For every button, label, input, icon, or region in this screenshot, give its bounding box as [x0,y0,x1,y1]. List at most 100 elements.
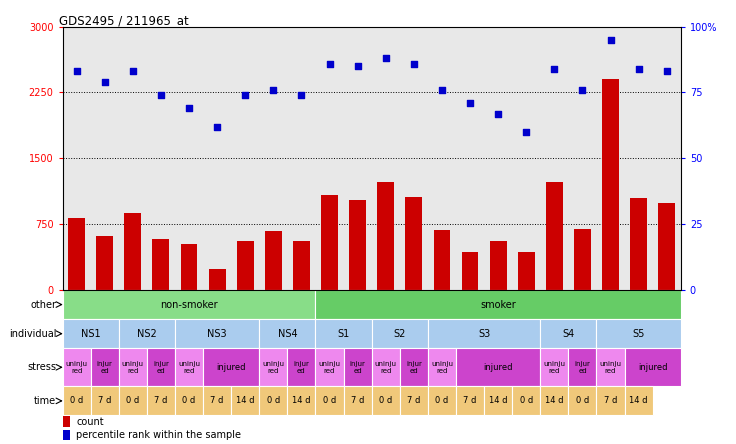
Point [633,65,645,72]
Bar [147,386,175,416]
Text: NS1: NS1 [81,329,101,339]
Bar [152,239,169,290]
Text: 7 d: 7 d [351,396,364,405]
Bar [118,386,147,416]
Text: S4: S4 [562,329,575,339]
Bar [287,386,316,416]
Bar [428,319,540,348]
Bar [68,218,85,290]
Text: uninju
red: uninju red [122,361,144,373]
Text: 7 d: 7 d [464,396,477,405]
Text: injur
ed: injur ed [406,361,422,373]
Bar [316,386,344,416]
Text: 7 d: 7 d [98,396,111,405]
Bar [180,244,197,290]
Text: NS3: NS3 [208,329,227,339]
Text: S2: S2 [394,329,406,339]
Point [267,86,279,93]
Text: 7 d: 7 d [210,396,224,405]
Bar [203,348,259,386]
Bar [63,290,316,319]
Bar [568,348,596,386]
Text: time: time [35,396,57,406]
Text: injured: injured [216,363,246,372]
Bar [259,319,316,348]
Text: NS4: NS4 [277,329,297,339]
Bar [518,252,534,290]
Bar [378,182,394,290]
Bar [63,348,91,386]
Bar [630,198,647,290]
Bar [428,386,456,416]
Point [520,128,532,135]
Bar [118,319,175,348]
Bar [400,348,428,386]
Bar [596,348,625,386]
Bar [546,182,563,290]
Point [183,105,195,112]
Bar [91,386,118,416]
Text: 14 d: 14 d [292,396,311,405]
Point [548,65,560,72]
Text: S5: S5 [632,329,645,339]
Text: 0 d: 0 d [520,396,533,405]
Bar [406,197,422,290]
Bar [349,200,366,290]
Text: NS2: NS2 [137,329,157,339]
Text: injured: injured [638,363,668,372]
Bar [456,348,540,386]
Bar [63,416,70,427]
Bar [344,386,372,416]
Bar [237,241,254,290]
Point [352,63,364,70]
Point [155,91,167,99]
Text: injur
ed: injur ed [153,361,169,373]
Bar [265,231,282,290]
Text: injured: injured [484,363,513,372]
Text: 0 d: 0 d [183,396,196,405]
Text: other: other [30,300,57,309]
Text: uninju
red: uninju red [431,361,453,373]
Bar [625,386,653,416]
Text: uninju
red: uninju red [319,361,341,373]
Text: uninju
red: uninju red [600,361,621,373]
Bar [461,252,478,290]
Bar [344,348,372,386]
Bar [259,386,287,416]
Bar [175,319,259,348]
Point [661,68,673,75]
Point [239,91,251,99]
Bar [209,269,225,290]
Bar [602,79,619,290]
Text: injur
ed: injur ed [350,361,366,373]
Bar [658,203,675,290]
Point [211,123,223,130]
Text: non-smoker: non-smoker [160,300,218,309]
Bar [400,386,428,416]
Bar [625,348,681,386]
Point [464,99,476,107]
Bar [316,348,344,386]
Bar [124,213,141,290]
Bar [456,386,484,416]
Bar [63,386,91,416]
Text: 0 d: 0 d [323,396,336,405]
Bar [63,319,118,348]
Bar [175,386,203,416]
Point [380,55,392,62]
Bar [428,348,456,386]
Point [296,91,308,99]
Point [99,79,110,86]
Text: injur
ed: injur ed [294,361,309,373]
Bar [574,229,591,290]
Point [492,110,504,117]
Text: 7 d: 7 d [604,396,618,405]
Bar [540,386,568,416]
Text: 0 d: 0 d [126,396,139,405]
Text: 0 d: 0 d [70,396,83,405]
Bar [372,386,400,416]
Bar [596,386,625,416]
Bar [512,386,540,416]
Text: uninju
red: uninju red [66,361,88,373]
Point [408,60,420,67]
